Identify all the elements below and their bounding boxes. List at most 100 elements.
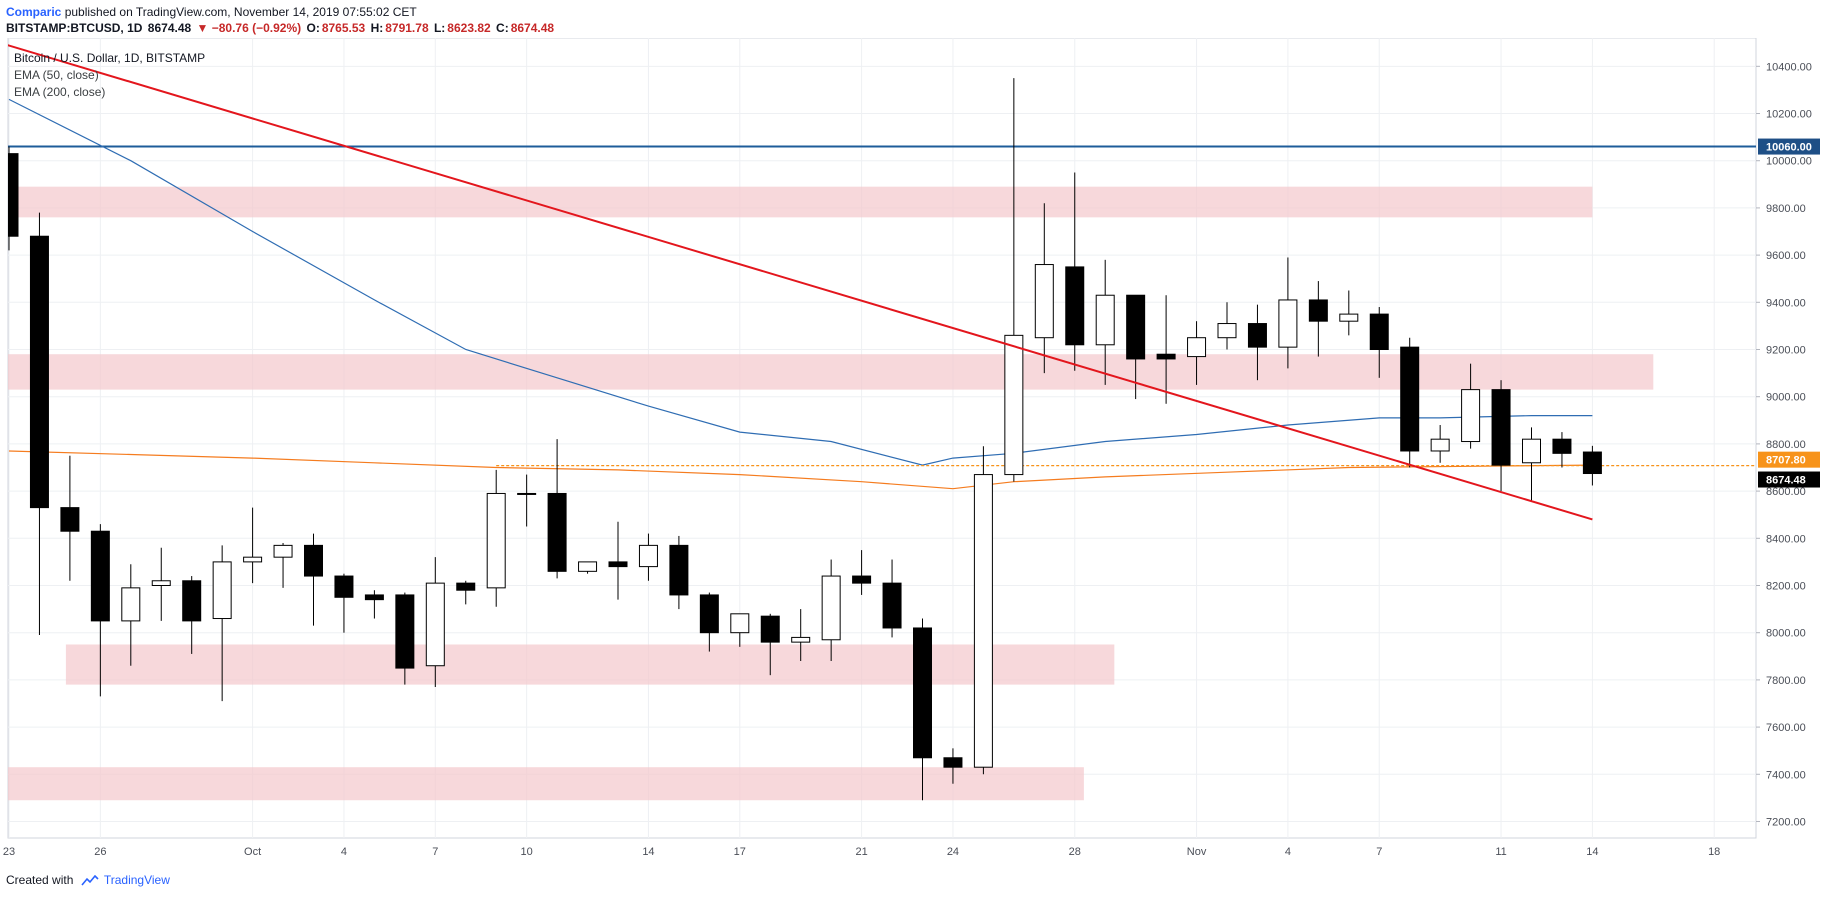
y-tick-label: 9600.00 bbox=[1766, 250, 1806, 262]
candle bbox=[1095, 259, 1115, 385]
candle bbox=[1278, 257, 1298, 369]
x-tick-label: 21 bbox=[855, 846, 867, 858]
candles bbox=[8, 78, 1602, 801]
candle-body-down bbox=[699, 594, 719, 634]
close-label: C: bbox=[496, 21, 509, 35]
candle-body-up bbox=[1522, 438, 1541, 464]
candle-body-up bbox=[517, 492, 537, 495]
y-axis: 7200.00 7400.00 7600.00 7800.00 8000.00 8200.… bbox=[1756, 61, 1812, 828]
candle bbox=[1156, 295, 1176, 404]
symbol-label: BITSTAMP:BTCUSD, 1D bbox=[6, 21, 143, 35]
candle-body-down bbox=[547, 492, 567, 572]
candle bbox=[943, 748, 963, 784]
candle-body-down bbox=[1582, 451, 1602, 475]
candle bbox=[425, 557, 445, 687]
candle bbox=[547, 439, 567, 579]
candle-body-down bbox=[334, 575, 354, 598]
price-tag-box bbox=[1758, 471, 1820, 488]
candle bbox=[882, 559, 902, 638]
candle bbox=[8, 146, 19, 251]
candle-body-up bbox=[1339, 313, 1359, 322]
candle-body-up bbox=[243, 556, 263, 563]
price-tag-level: 8707.80 bbox=[1758, 451, 1820, 468]
x-tick-label: 7 bbox=[1376, 846, 1382, 858]
candle-body-up bbox=[578, 561, 598, 572]
y-tick-label: 9200.00 bbox=[1766, 345, 1806, 357]
candlestick-chart[interactable]: 7200.00 7400.00 7600.00 7800.00 8000.00 8200.… bbox=[0, 37, 1828, 864]
close-value: 8674.48 bbox=[510, 21, 555, 35]
candle bbox=[29, 212, 49, 636]
candle-body-down bbox=[1126, 294, 1146, 360]
candle-body-down bbox=[1369, 313, 1389, 351]
descending-trendline bbox=[8, 44, 1593, 521]
candle bbox=[1369, 307, 1389, 378]
candle-body-down bbox=[882, 582, 902, 629]
y-tick-label: 7200.00 bbox=[1766, 816, 1806, 828]
candle bbox=[1491, 380, 1511, 492]
candle-body-down bbox=[852, 575, 872, 584]
candle bbox=[699, 592, 719, 652]
candle bbox=[1004, 78, 1024, 482]
support-resistance-zone bbox=[8, 767, 1084, 801]
candle bbox=[1522, 427, 1541, 501]
y-tick-label: 8000.00 bbox=[1766, 628, 1806, 640]
candle bbox=[1187, 321, 1207, 385]
candle-body-down bbox=[395, 594, 415, 669]
candle-body-down bbox=[1247, 323, 1267, 348]
candle bbox=[395, 592, 415, 685]
y-tick-label: 10000.00 bbox=[1766, 156, 1812, 168]
candle-body-up bbox=[486, 492, 506, 589]
x-tick-label: 28 bbox=[1069, 846, 1081, 858]
candle-body-down bbox=[1156, 353, 1176, 360]
candle-body-up bbox=[1430, 438, 1450, 452]
candle bbox=[182, 576, 202, 654]
x-tick-label: Oct bbox=[244, 846, 261, 858]
price-tag-label: 8674.48 bbox=[1766, 475, 1806, 487]
candle bbox=[669, 535, 689, 610]
candle bbox=[1034, 203, 1054, 374]
tradingview-link[interactable]: TradingView bbox=[103, 873, 170, 887]
candle bbox=[212, 545, 232, 702]
candle-body-down bbox=[608, 561, 628, 568]
candle-body-up bbox=[121, 587, 141, 622]
candle bbox=[334, 573, 354, 633]
candle-body-up bbox=[730, 613, 750, 634]
candle bbox=[1461, 363, 1481, 449]
candle bbox=[1552, 432, 1572, 468]
last-price: 8674.48 bbox=[147, 21, 192, 35]
candle-body-down bbox=[1065, 266, 1085, 346]
candle bbox=[243, 507, 263, 584]
open-label: O: bbox=[306, 21, 320, 35]
x-tick-label: 14 bbox=[1586, 846, 1598, 858]
author-link[interactable]: Comparic bbox=[6, 5, 62, 19]
quote-bar: BITSTAMP:BTCUSD, 1D 8674.48 ▼ −80.76 (−0… bbox=[6, 20, 556, 36]
candle bbox=[821, 559, 841, 662]
x-tick-label: Nov bbox=[1187, 846, 1207, 858]
x-tick-label: 7 bbox=[432, 846, 438, 858]
chart-container[interactable]: 7200.00 7400.00 7600.00 7800.00 8000.00 8200.… bbox=[0, 37, 1828, 864]
candle bbox=[273, 543, 293, 588]
candle bbox=[60, 455, 80, 581]
price-tags: 10060.00 8707.80 8674.48 bbox=[1758, 138, 1820, 488]
footer: Created with TradingView bbox=[6, 872, 170, 888]
x-tick-label: 4 bbox=[341, 846, 347, 858]
candle bbox=[121, 564, 141, 666]
candle-body-down bbox=[304, 544, 323, 577]
candle bbox=[760, 613, 780, 676]
candle-body-up bbox=[821, 575, 841, 641]
y-tick-label: 8400.00 bbox=[1766, 533, 1806, 545]
candle-body-down bbox=[60, 507, 80, 532]
y-tick-label: 8800.00 bbox=[1766, 439, 1806, 451]
tradingview-logo-icon bbox=[81, 875, 99, 886]
candle bbox=[730, 613, 750, 647]
candle-body-up bbox=[151, 580, 171, 586]
candle-body-up bbox=[425, 582, 445, 667]
x-tick-label: 11 bbox=[1495, 846, 1506, 858]
candle bbox=[456, 580, 476, 605]
candle-body-up bbox=[1004, 334, 1024, 476]
y-tick-label: 7600.00 bbox=[1766, 722, 1806, 734]
price-tag-box bbox=[1758, 451, 1820, 468]
candle bbox=[517, 474, 537, 527]
x-tick-label: 10 bbox=[521, 846, 533, 858]
price-change: ▼ −80.76 (−0.92%) bbox=[196, 21, 302, 35]
